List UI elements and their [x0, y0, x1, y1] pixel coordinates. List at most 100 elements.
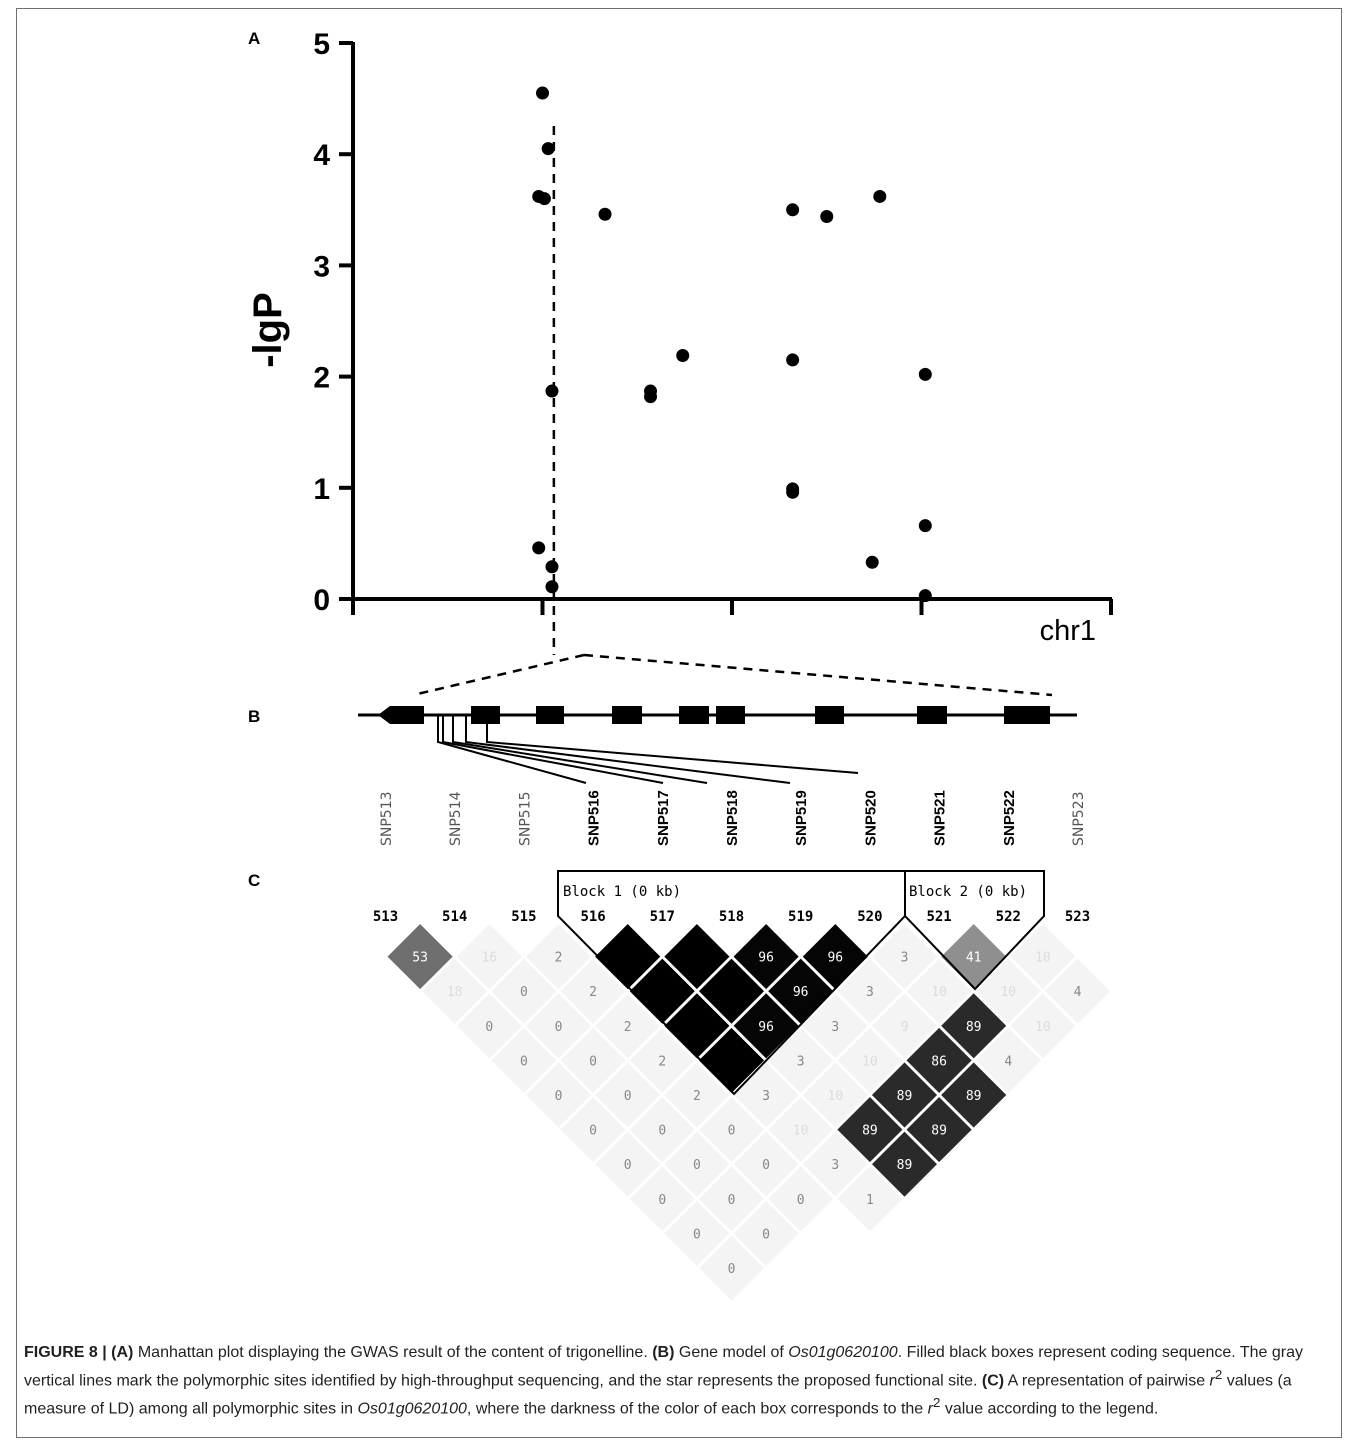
caption-a-tag: (A) — [111, 1344, 134, 1361]
ld-cell: 10 — [766, 1094, 836, 1165]
snp-label: SNP523 — [1071, 791, 1087, 846]
ld-cell: 0 — [627, 1164, 697, 1234]
ld-cell-value: 0 — [520, 985, 528, 1000]
ld-cell-diamond — [385, 921, 455, 992]
ld-cell: 10 — [973, 956, 1043, 1026]
ld-cell: 96 — [800, 921, 870, 992]
ld-cell-value: 9 — [901, 1020, 909, 1035]
ld-header: 521 — [926, 909, 951, 925]
caption-b-text: Gene model of — [674, 1344, 789, 1361]
ld-cell-value: 3 — [866, 985, 874, 1000]
ld-cell-diamond — [869, 991, 940, 1061]
ld-cell-diamond — [489, 1025, 559, 1096]
ld-cell-diamond — [1008, 991, 1078, 1061]
ld-cell-diamond — [627, 1025, 697, 1096]
ld-cell: 3 — [835, 956, 905, 1026]
data-point — [786, 485, 800, 499]
ld-cell-diamond — [800, 1060, 870, 1130]
ld-cell-diamond — [869, 1129, 940, 1199]
ld-cell-value: 89 — [862, 1124, 878, 1139]
caption-gene-name-2: Os01g0620100 — [357, 1400, 467, 1418]
snp-label: SNP517 — [655, 790, 672, 846]
ld-cell-value: 2 — [658, 1054, 666, 1069]
block-2-outline — [904, 870, 1045, 991]
ld-cell-value: 0 — [728, 1193, 736, 1208]
ld-cell: 16 — [454, 921, 524, 992]
ld-header: 515 — [511, 909, 536, 925]
ld-cell: 0 — [593, 1060, 663, 1130]
ld-cell-diamond — [696, 1164, 767, 1234]
data-point — [786, 353, 800, 367]
ld-header: 523 — [1065, 909, 1090, 925]
ld-cell-value: 4 — [1004, 1054, 1012, 1069]
ld-cell — [593, 921, 663, 992]
ld-cell-diamond — [593, 1129, 663, 1199]
ld-cell-value: 0 — [624, 1089, 632, 1104]
ld-cell-diamond — [835, 1025, 905, 1096]
ld-cell: 3 — [869, 921, 940, 992]
ld-cell-diamond — [869, 1060, 940, 1130]
ld-cell-value: 10 — [793, 1124, 809, 1139]
ld-cell-value: 0 — [728, 1124, 736, 1139]
ld-cell: 0 — [662, 1129, 732, 1199]
ld-cell-diamond — [869, 921, 940, 992]
ld-headers: 513 514 515 516 517 518 519 520 521 522 523 — [373, 909, 1090, 925]
ld-cell-value: 96 — [793, 985, 809, 1000]
ld-cell-diamond — [489, 956, 559, 1026]
ld-cell-diamond — [973, 1025, 1043, 1096]
ld-cell: 0 — [662, 1198, 732, 1269]
data-point — [536, 86, 549, 100]
ld-cell: 2 — [662, 1060, 732, 1130]
ld-cell-value: 0 — [589, 1054, 597, 1069]
ld-cell-diamond — [627, 1164, 697, 1234]
data-point — [786, 203, 800, 217]
ld-cell-value: 89 — [966, 1020, 982, 1035]
exon-first — [378, 706, 424, 724]
y-axis-label: -lgP — [246, 292, 290, 368]
y-tick-label: 0 — [313, 584, 330, 617]
ld-cell-value: 4 — [1074, 985, 1082, 1000]
ld-cell: 10 — [800, 1060, 870, 1130]
ld-cell-value: 89 — [897, 1089, 913, 1104]
block-1-label: Block 1 (0 kb) — [563, 884, 681, 900]
ld-cell-diamond — [593, 1060, 663, 1130]
ld-cell-diamond — [662, 921, 732, 992]
ld-cell-value: 0 — [555, 1020, 563, 1035]
snp-label: SNP519 — [793, 790, 810, 846]
ld-cell: 0 — [454, 991, 524, 1061]
ld-cell-value: 96 — [758, 1020, 774, 1035]
ld-cell — [662, 991, 732, 1061]
exon — [612, 706, 642, 724]
ld-cell-value: 10 — [862, 1054, 878, 1069]
ld-cell: 4 — [973, 1025, 1043, 1096]
ld-cell: 86 — [904, 1025, 974, 1096]
data-point — [676, 348, 690, 362]
ld-cell-value: 0 — [797, 1193, 805, 1208]
panel-a-letter: A — [248, 29, 260, 48]
snp-labels: SNP513 SNP514 SNP515 SNP516 SNP517 SNP518 SNP5… — [379, 790, 1087, 846]
ld-cell-value: 2 — [589, 985, 597, 1000]
ld-cell — [627, 956, 697, 1026]
data-point — [541, 142, 555, 156]
caption-c-tag: (C) — [981, 1372, 1005, 1390]
snp-label: SNP513 — [379, 791, 395, 846]
ld-cell-value: 10 — [1035, 1020, 1051, 1035]
ld-cell-diamond — [904, 1025, 974, 1096]
data-point — [532, 541, 546, 555]
ld-cell: 10 — [1008, 991, 1078, 1061]
ld-cell-diamond — [662, 1060, 732, 1130]
ld-cell-diamond — [939, 991, 1009, 1061]
exon — [679, 706, 709, 724]
caption-c-text-2: values (a measure of LD) among all polym… — [24, 1372, 1292, 1418]
ld-cell — [696, 956, 767, 1026]
ld-cell: 89 — [939, 991, 1009, 1061]
ld-cell-diamond — [523, 991, 594, 1061]
ld-cell: 10 — [904, 956, 974, 1026]
ld-cell-value: 0 — [762, 1158, 770, 1173]
x-ticks — [351, 599, 1113, 615]
caption-b-tag: (B) — [652, 1344, 675, 1361]
ld-cell: 0 — [731, 1129, 801, 1199]
data-points — [532, 86, 932, 603]
ld-cell-value: 10 — [1000, 985, 1016, 1000]
ld-cell-diamond — [696, 1233, 767, 1303]
